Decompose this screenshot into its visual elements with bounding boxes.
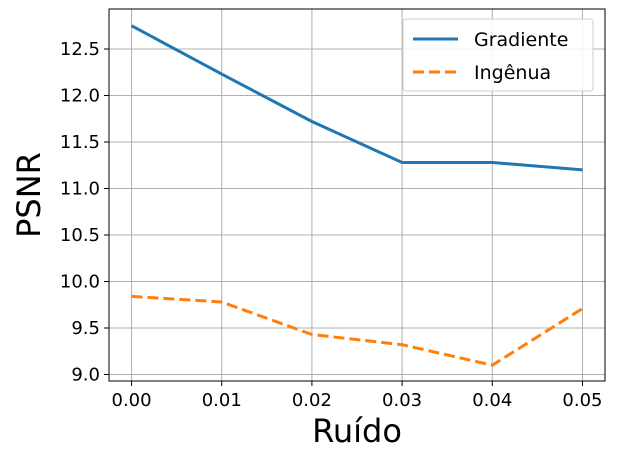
- plot-frame: [108, 8, 606, 382]
- x-tick-label: 0.05: [562, 390, 602, 411]
- y-tick-label: 12.5: [60, 39, 100, 60]
- x-tick-label: 0.01: [202, 390, 242, 411]
- y-ticks: 9.0 9.5 10.0 10.5 11.0 11.5 12.0 12.5: [60, 39, 109, 385]
- x-tick-label: 0.02: [292, 390, 332, 411]
- legend: Gradiente Ingênua: [402, 18, 594, 92]
- y-tick-label: 12.0: [60, 85, 100, 106]
- legend-label-1: Gradiente: [474, 29, 568, 51]
- x-tick-label: 0.03: [382, 390, 422, 411]
- y-tick-label: 9.5: [71, 318, 100, 339]
- x-axis-label: Ruído: [312, 412, 402, 450]
- series-lines: [130, 24, 584, 367]
- x-tick-label: 0.04: [472, 390, 512, 411]
- y-tick-label: 11.0: [60, 178, 100, 199]
- y-tick-label: 10.0: [60, 271, 100, 292]
- legend-label-2: Ingênua: [474, 62, 551, 84]
- x-ticks: 0.00 0.01 0.02 0.03 0.04 0.05: [112, 381, 602, 411]
- y-axis-label: PSNR: [10, 152, 48, 238]
- series-line-2: [131, 294, 584, 367]
- y-tick-label: 10.5: [60, 225, 100, 246]
- y-tick-label: 11.5: [60, 132, 100, 153]
- y-tick-label: 9.0: [71, 364, 100, 385]
- series-line-1: [130, 24, 583, 172]
- x-tick-label: 0.00: [112, 390, 152, 411]
